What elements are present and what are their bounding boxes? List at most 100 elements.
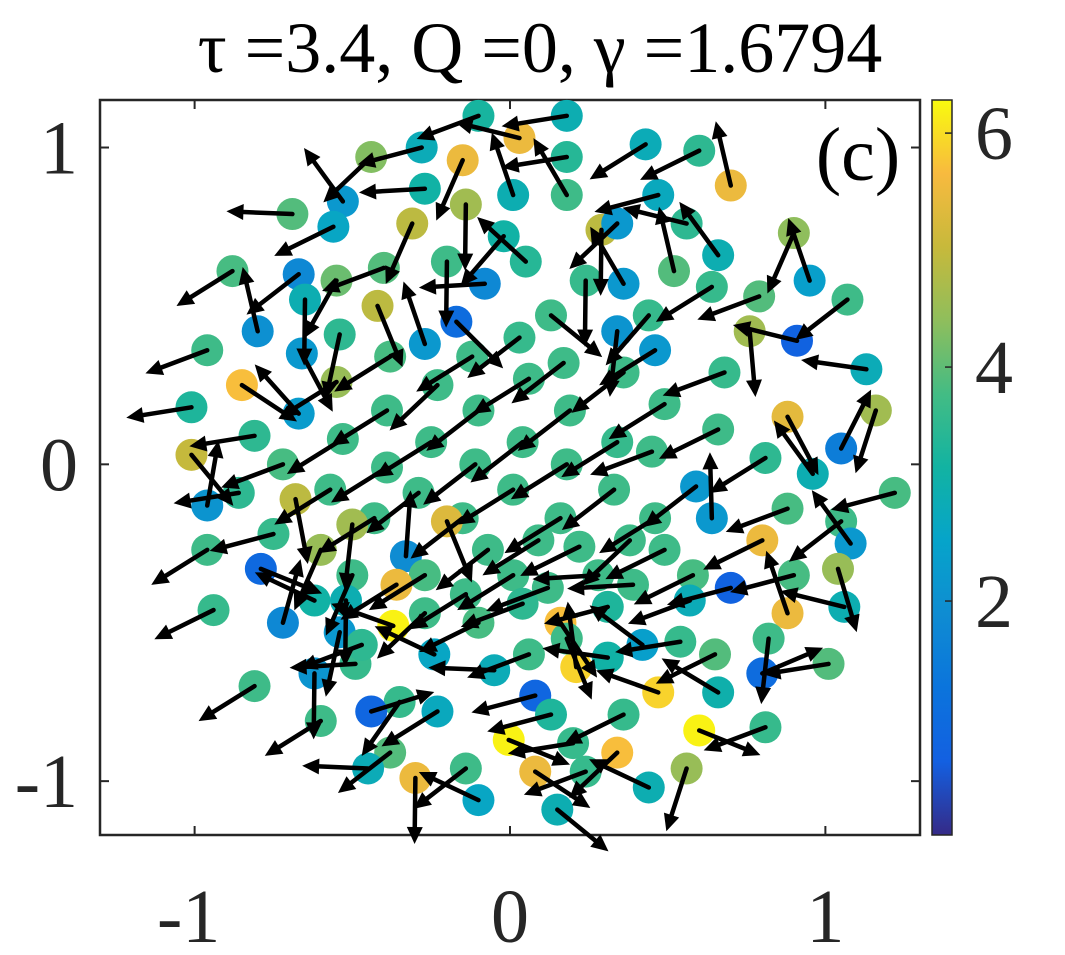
phase-arrow-59 (389, 382, 440, 431)
phase-arrow-56 (732, 321, 800, 344)
chart-title: τ =3.4, Q =0, γ =1.6794 (198, 8, 883, 88)
phase-arrow-1 (501, 113, 570, 132)
phase-arrow-127 (486, 585, 551, 613)
phase-arrow-52 (334, 354, 393, 392)
phase-arrow-160 (661, 658, 721, 695)
phase-arrow-10 (489, 132, 516, 198)
colorbar (931, 99, 953, 836)
phase-arrow-100 (830, 490, 898, 514)
phase-arrow-156 (198, 683, 257, 722)
phase-arrow-68 (517, 408, 573, 451)
phase-arrow-77 (658, 427, 721, 459)
y-tick-label-1: 0 (40, 423, 78, 507)
phase-arrow-54 (511, 360, 566, 404)
phase-arrow-40 (548, 313, 603, 358)
phase-arrow-75 (470, 439, 525, 483)
phase-arrow-157 (361, 699, 402, 756)
phase-arrow-71 (853, 408, 879, 474)
phase-arrow-116 (258, 566, 323, 595)
phase-arrow-181 (299, 642, 365, 670)
phase-arrow-28 (655, 206, 677, 274)
phase-arrow-159 (596, 668, 661, 695)
phase-arrow-171 (337, 750, 393, 794)
phase-arrow-112 (435, 547, 491, 591)
phase-arrow-178 (589, 759, 652, 790)
phase-arrow-58 (280, 379, 339, 417)
phase-arrow-180 (555, 807, 609, 852)
phase-arrow-145 (374, 626, 437, 657)
phase-arrow-62 (662, 370, 727, 398)
phase-arrow-70 (785, 414, 819, 476)
phase-arrow-143 (589, 605, 645, 648)
phase-arrow-5 (640, 148, 702, 180)
phase-arrow-0 (416, 113, 481, 141)
x-tick-label-0: -1 (157, 875, 220, 955)
phase-arrow-49 (795, 297, 850, 340)
phase-arrow-16 (533, 138, 570, 198)
phase-arrow-86 (173, 490, 242, 509)
colorbar-tick-label-2: 6 (975, 92, 1013, 176)
phase-arrow-42 (697, 294, 762, 322)
phase-arrow-85 (838, 389, 872, 451)
phase-arrow-158 (471, 693, 538, 716)
phase-arrow-140 (331, 601, 396, 629)
phase-arrow-11 (711, 121, 734, 188)
phase-arrow-12 (304, 148, 346, 204)
phase-arrow-135 (627, 598, 693, 626)
phase-arrow-148 (615, 639, 683, 658)
x-axis-ticks: -1 0 1 (157, 100, 844, 955)
phase-arrow-65 (254, 364, 301, 416)
phase-arrow-33 (590, 226, 626, 286)
phase-arrow-97 (504, 515, 563, 554)
phase-arrow-22 (460, 233, 506, 287)
phase-arrow-115 (811, 490, 853, 546)
phase-arrow-121 (633, 572, 696, 605)
phase-arrow-113 (520, 544, 582, 576)
phase-arrow-117 (325, 572, 355, 636)
phase-arrow-67 (426, 408, 481, 451)
phase-arrow-61 (571, 370, 626, 413)
phase-arrow-155 (763, 661, 831, 680)
phase-arrow-123 (835, 566, 860, 633)
phase-arrow-9 (358, 183, 428, 200)
phase-arrow-32 (577, 278, 594, 347)
phase-arrow-63 (801, 354, 869, 372)
phase-arrows-layer (126, 113, 898, 852)
x-tick-label-1: 0 (491, 875, 529, 955)
phase-arrow-162 (368, 689, 435, 714)
phase-arrow-132 (376, 610, 428, 659)
phase-arrow-84 (709, 455, 768, 493)
phase-arrow-7 (435, 157, 465, 221)
phase-arrow-79 (221, 462, 286, 490)
phase-arrow-165 (564, 712, 626, 744)
phase-arrow-35 (786, 218, 812, 283)
phase-arrow-177 (406, 775, 423, 844)
phase-arrow-175 (523, 769, 588, 797)
phase-arrow-147 (542, 642, 611, 660)
x-tick-label-2: 1 (806, 875, 844, 955)
phase-arrow-24 (679, 201, 721, 258)
phase-arrow-38 (375, 303, 404, 368)
phase-arrow-164 (487, 712, 554, 735)
phase-arrow-144 (755, 636, 772, 705)
phase-arrow-107 (703, 538, 765, 570)
phase-arrow-45 (401, 281, 428, 347)
phase-arrow-109 (151, 547, 210, 585)
phase-arrow-83 (590, 449, 655, 477)
phase-arrow-163 (381, 709, 440, 747)
phase-arrow-92 (773, 420, 816, 477)
phase-arrow-104 (482, 538, 541, 576)
phase-arrow-31 (418, 278, 488, 295)
phase-arrow-106 (702, 452, 719, 521)
phase-arrow-4 (589, 142, 648, 180)
phase-arrow-76 (561, 439, 620, 478)
phase-arrow-30 (304, 278, 339, 339)
phase-arrow-136 (764, 550, 790, 616)
phase-arrow-137 (780, 587, 847, 610)
phase-arrow-90 (561, 487, 617, 531)
phase-arrow-94 (293, 496, 313, 565)
phase-arrow-108 (788, 519, 844, 562)
phase-arrow-152 (428, 660, 497, 677)
phase-arrow-2 (455, 118, 522, 141)
y-axis-ticks: -1 0 1 (15, 107, 920, 824)
